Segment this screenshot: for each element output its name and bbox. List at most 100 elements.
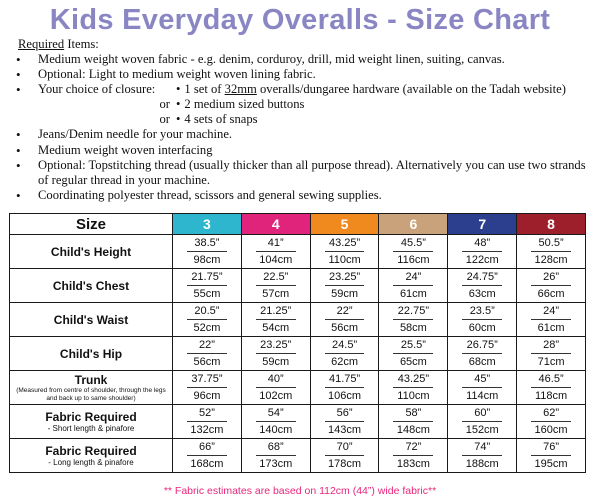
or-label: or <box>159 112 171 127</box>
row-label-text: Child's Height <box>50 244 132 259</box>
inches-value: 43.25” <box>324 236 365 252</box>
size-cell: 20.5” 52cm <box>172 302 242 337</box>
inches-value: 26” <box>531 270 571 286</box>
size-cell: 45” 114cm <box>447 370 518 405</box>
row-label: Fabric Required - Long length & pinafore <box>9 438 173 473</box>
cm-value: 114cm <box>466 390 499 402</box>
cm-value: 143cm <box>328 424 362 436</box>
table-row: Fabric Required - Long length & pinafore 6… <box>9 438 586 473</box>
cm-value: 98cm <box>193 254 221 266</box>
size-cell: 41” 104cm <box>240 234 311 269</box>
size-cell: 21.25” 54cm <box>240 302 311 337</box>
required-items-list: Medium weight woven fabric - e.g. denim,… <box>12 52 597 203</box>
size-cell: 58” 148cm <box>378 404 449 439</box>
list-item: Medium weight woven interfacing <box>12 143 597 158</box>
size-cell: 43.25” 110cm <box>378 370 449 405</box>
list-item: Coordinating polyester thread, scissors … <box>12 188 597 203</box>
inches-value: 23.25” <box>255 338 296 354</box>
inches-value: 70” <box>324 440 365 456</box>
row-label: Child's Chest <box>9 268 173 303</box>
size-cell: 48” 122cm <box>447 234 518 269</box>
size-cell: 38.5” 98cm <box>172 234 242 269</box>
required-items-label: Items: <box>64 37 99 51</box>
inches-value: 60” <box>462 406 503 422</box>
cm-value: 59cm <box>262 356 290 368</box>
cm-value: 66cm <box>537 288 565 300</box>
inches-value: 66” <box>187 440 227 456</box>
inches-value: 22.75” <box>393 304 434 320</box>
size-8-header: 8 <box>516 213 586 235</box>
cm-value: 68cm <box>468 356 496 368</box>
inches-value: 41.75” <box>324 372 365 388</box>
size-cell: 28” 71cm <box>516 336 586 371</box>
size-cell: 22” 56cm <box>172 336 242 371</box>
cm-value: 60cm <box>468 322 496 334</box>
row-label-text: Trunk <box>74 372 108 387</box>
list-item: Medium weight woven fabric - e.g. denim,… <box>12 52 597 67</box>
cm-value: 168cm <box>190 458 224 470</box>
required-heading: Required Items: <box>18 37 99 52</box>
cm-value: 65cm <box>399 356 427 368</box>
closure-option-1: 1 set of 32mm overalls/dungaree hardware… <box>176 82 566 97</box>
inches-value: 26.75” <box>462 338 503 354</box>
cm-value: 173cm <box>259 458 293 470</box>
size-cell: 23.25” 59cm <box>240 336 311 371</box>
inches-value: 41” <box>255 236 296 252</box>
size-6-header: 6 <box>378 213 449 235</box>
cm-value: 62cm <box>331 356 359 368</box>
cm-value: 148cm <box>396 424 430 436</box>
size-4-header: 4 <box>240 213 311 235</box>
row-label-note: - Long length & pinafore <box>48 457 134 467</box>
cm-value: 61cm <box>399 288 427 300</box>
size-cell: 26” 66cm <box>516 268 586 303</box>
cm-value: 116cm <box>397 254 430 266</box>
cm-value: 188cm <box>465 458 499 470</box>
inches-value: 58” <box>393 406 434 422</box>
row-label-text: Child's Hip <box>59 346 123 361</box>
size-cell: 24.5” 62cm <box>309 336 380 371</box>
table-row: Child's Height 38.5” 98cm 41” 104cm 43.25” 110… <box>9 234 586 269</box>
size-cell: 21.75” 55cm <box>172 268 242 303</box>
cm-value: 56cm <box>331 322 359 334</box>
cm-value: 140cm <box>259 424 293 436</box>
cm-value: 178cm <box>328 458 362 470</box>
inches-value: 46.5” <box>531 372 571 388</box>
inches-value: 45” <box>462 372 503 388</box>
inches-value: 52” <box>187 406 227 422</box>
row-label: Trunk (Measured from centre of shoulder, … <box>9 370 173 405</box>
cm-value: 96cm <box>193 390 221 402</box>
size-header: Size <box>9 213 173 235</box>
row-label: Child's Waist <box>9 302 173 337</box>
row-label-text: Fabric Required <box>45 409 137 424</box>
cm-value: 52cm <box>193 322 221 334</box>
closure-option-1-post: overalls/dungaree hardware (available on… <box>256 82 566 97</box>
inches-value: 68” <box>255 440 296 456</box>
cm-value: 160cm <box>534 424 568 436</box>
size-cell: 22.75” 58cm <box>378 302 449 337</box>
size-cell: 37.75” 96cm <box>172 370 242 405</box>
size-cell: 26.75” 68cm <box>447 336 518 371</box>
cm-value: 102cm <box>259 390 293 402</box>
inches-value: 54” <box>255 406 296 422</box>
row-label-text: Child's Chest <box>52 278 130 293</box>
table-row: Child's Waist 20.5” 52cm 21.25” 54cm 22” 56cm 2… <box>9 302 586 337</box>
table-row: Child's Hip 22” 56cm 23.25” 59cm 24.5” 62cm 25.… <box>9 336 586 371</box>
row-label: Child's Hip <box>9 336 173 371</box>
size-cell: 24” 61cm <box>516 302 586 337</box>
inches-value: 76” <box>531 440 571 456</box>
size-cell: 43.25” 110cm <box>309 234 380 269</box>
size-cell: 46.5” 118cm <box>516 370 586 405</box>
size-cell: 68” 173cm <box>240 438 311 473</box>
table-row: Fabric Required - Short length & pinafore… <box>9 404 586 439</box>
size-cell: 23.25” 59cm <box>309 268 380 303</box>
cm-value: 195cm <box>534 458 568 470</box>
size-cell: 56” 143cm <box>309 404 380 439</box>
size-cell: 25.5” 65cm <box>378 336 449 371</box>
size-cell: 62” 160cm <box>516 404 586 439</box>
size-cell: 23.5” 60cm <box>447 302 518 337</box>
cm-value: 106cm <box>328 390 362 402</box>
inches-value: 21.25” <box>255 304 296 320</box>
cm-value: 55cm <box>193 288 221 300</box>
size-cell: 66” 168cm <box>172 438 242 473</box>
cm-value: 104cm <box>259 254 293 266</box>
